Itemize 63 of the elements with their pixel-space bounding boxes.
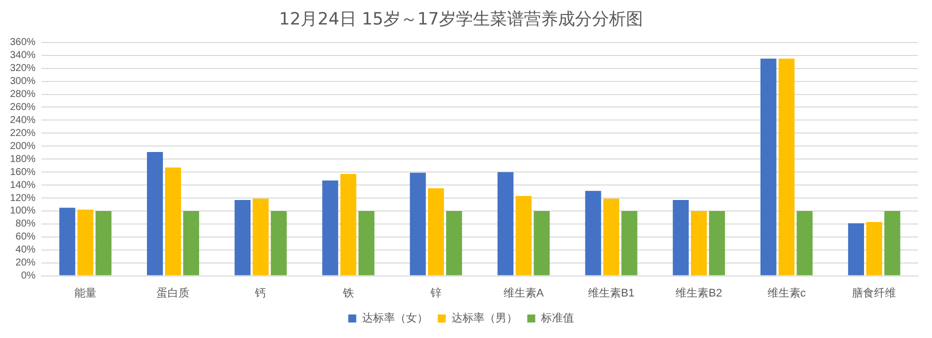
x-tick-label: 维生素B2 — [676, 286, 722, 300]
bar — [603, 198, 620, 276]
y-tick-label: 240% — [10, 114, 36, 126]
x-tick-label: 维生素c — [767, 286, 806, 300]
y-tick-label: 100% — [10, 206, 36, 217]
legend-label: 达标率（女） — [362, 312, 428, 325]
bar — [778, 58, 795, 276]
bar — [410, 172, 426, 276]
y-tick-label: 160% — [10, 166, 36, 178]
y-tick-label: 260% — [10, 102, 36, 113]
chart-title: 12月24日 15岁～17岁学生菜谱营养成分分析图 — [279, 10, 643, 30]
bar — [96, 210, 112, 276]
bar — [59, 208, 76, 276]
y-tick-label: 140% — [10, 180, 36, 191]
y-tick-label: 300% — [10, 76, 36, 88]
bar — [709, 210, 725, 276]
bar — [446, 210, 462, 276]
y-tick-label: 20% — [16, 258, 36, 269]
y-tick-label: 360% — [10, 37, 36, 48]
y-tick-label: 220% — [10, 128, 36, 139]
x-tick-label: 锌 — [429, 286, 442, 300]
legend-label: 标准值 — [540, 312, 574, 325]
bar — [516, 196, 532, 276]
bar — [252, 198, 269, 276]
bar — [183, 210, 200, 276]
bar — [534, 210, 550, 276]
bar — [77, 210, 94, 276]
x-tick-label: 能量 — [74, 286, 96, 300]
x-tick-label: 维生素A — [503, 286, 544, 300]
x-tick-label: 膳食纤维 — [852, 286, 896, 300]
bar — [146, 152, 163, 276]
y-tick-label: 280% — [10, 89, 36, 100]
bar — [428, 188, 444, 276]
y-tick-label: 40% — [16, 244, 36, 256]
y-tick-label: 180% — [10, 154, 36, 165]
bar — [672, 200, 689, 276]
x-tick-label: 铁 — [342, 287, 354, 300]
y-tick-label: 320% — [10, 63, 36, 74]
bar — [621, 210, 638, 276]
y-tick-label: 0% — [21, 270, 36, 282]
x-tick-label: 钙 — [254, 287, 266, 300]
bar — [760, 58, 776, 276]
bar — [340, 174, 356, 276]
bar — [358, 210, 374, 276]
y-tick-label: 60% — [16, 232, 36, 243]
y-tick-label: 120% — [10, 192, 36, 204]
y-tick-label: 80% — [16, 218, 36, 230]
x-tick-label: 维生素B1 — [588, 286, 634, 300]
bar — [690, 210, 707, 276]
y-tick-label: 200% — [10, 140, 36, 152]
y-tick-label: 340% — [10, 50, 36, 62]
bar — [884, 210, 900, 276]
x-tick-label: 蛋白质 — [156, 286, 190, 300]
bar — [498, 172, 514, 276]
bar — [585, 190, 602, 276]
bar — [796, 210, 813, 276]
bar — [848, 223, 864, 276]
bar — [322, 180, 338, 276]
bar — [165, 168, 182, 276]
bar — [234, 200, 251, 276]
bar — [866, 222, 882, 276]
legend-label: 达标率（男） — [451, 312, 518, 325]
bar — [270, 210, 287, 276]
